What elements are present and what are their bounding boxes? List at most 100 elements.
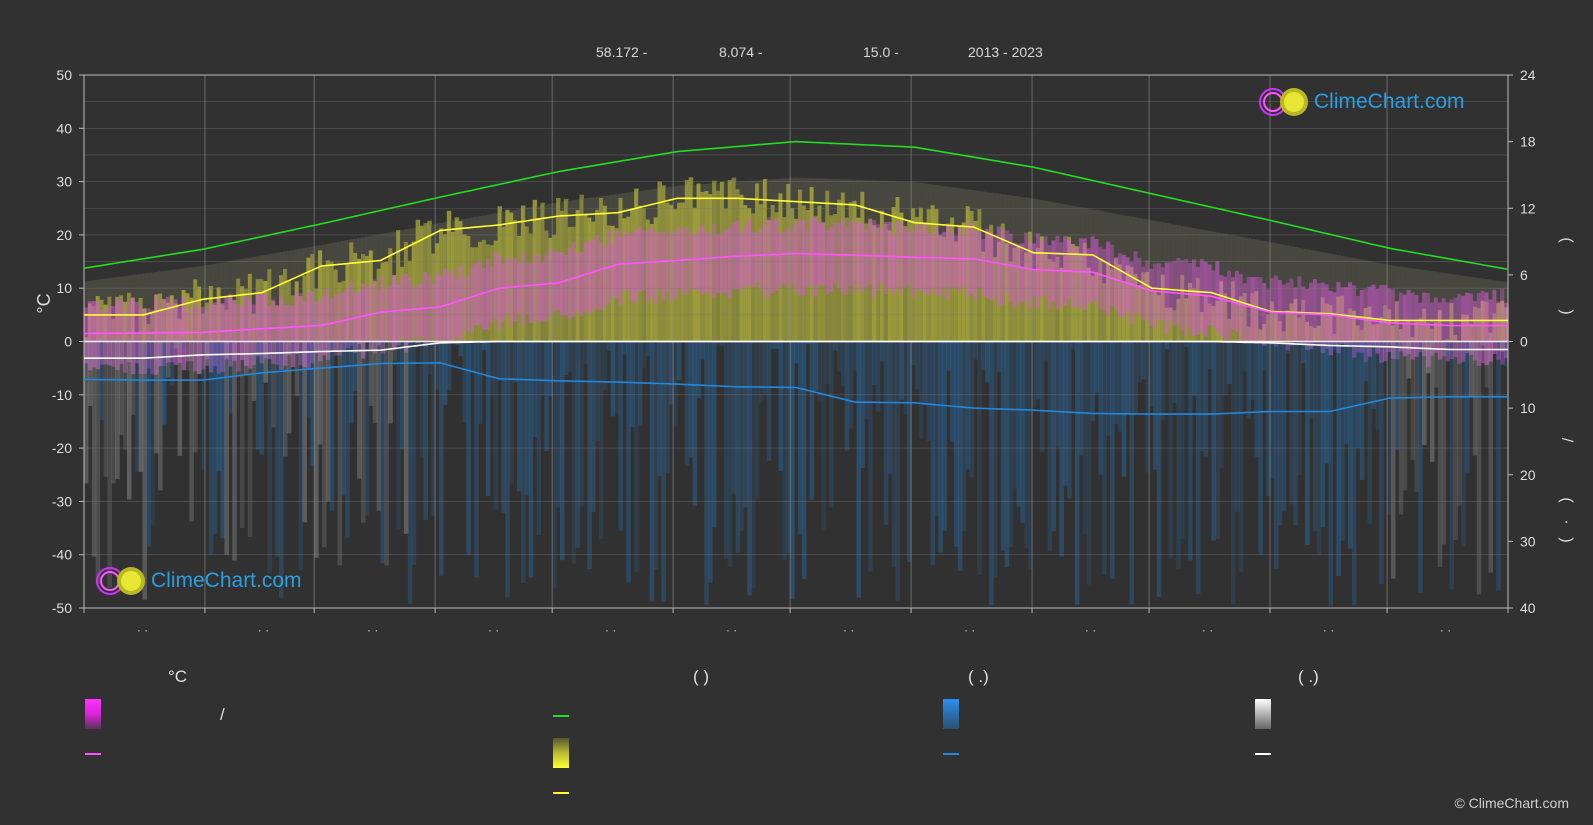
precipitation-bar bbox=[739, 341, 744, 531]
precipitation-bar bbox=[657, 341, 663, 477]
precipitation-bar bbox=[567, 341, 573, 372]
temperature-range-bar bbox=[1254, 276, 1259, 344]
precipitation-bar bbox=[1078, 341, 1084, 456]
temperature-range-bar bbox=[286, 304, 292, 356]
temperature-range-bar bbox=[595, 235, 600, 310]
sunshine-bar bbox=[595, 209, 600, 342]
precipitation-bar bbox=[528, 341, 534, 578]
sunshine-bar bbox=[325, 260, 331, 342]
sunshine-bar bbox=[524, 226, 530, 342]
temperature-range-bar bbox=[575, 253, 581, 311]
precipitation-bar bbox=[505, 341, 510, 598]
temperature-range-bar bbox=[1437, 302, 1443, 360]
temperature-range-bar bbox=[1191, 259, 1197, 336]
daylight-bar bbox=[146, 273, 151, 342]
sunshine-bar bbox=[1453, 334, 1458, 342]
sunshine-bar bbox=[1273, 313, 1279, 342]
sunshine-bar bbox=[536, 217, 542, 342]
sunshine-bar bbox=[954, 241, 959, 342]
precipitation-bar bbox=[872, 341, 877, 386]
daylight-bar bbox=[1422, 270, 1427, 342]
sunshine-bar bbox=[790, 208, 795, 342]
temperature-range-bar bbox=[403, 273, 409, 353]
sunshine-bar bbox=[216, 287, 222, 342]
precipitation-bar bbox=[1086, 341, 1092, 585]
sunshine-bar bbox=[415, 219, 421, 342]
sunshine-bar bbox=[1141, 272, 1146, 342]
precipitation-bar bbox=[946, 341, 951, 371]
daylight-bar bbox=[1433, 271, 1439, 342]
temperature-range-bar bbox=[950, 231, 955, 288]
temperature-range-bar bbox=[727, 227, 733, 299]
precipitation-bar bbox=[1168, 341, 1174, 559]
precipitation-bar bbox=[1273, 341, 1279, 569]
precipitation-bar bbox=[411, 341, 417, 565]
temperature-range-bar bbox=[165, 296, 171, 363]
temperature-range-bar bbox=[942, 231, 947, 288]
temperature-range-bar bbox=[875, 224, 881, 291]
temperature-range-bar bbox=[704, 231, 709, 292]
sunshine-bar bbox=[669, 204, 674, 342]
x-tick-label: · · bbox=[964, 623, 975, 637]
precipitation-bar bbox=[337, 341, 343, 566]
temperature-range-bar bbox=[329, 298, 335, 352]
precipitation-bar bbox=[1472, 341, 1478, 456]
temperature-range-bar bbox=[688, 232, 694, 290]
temperature-range-bar bbox=[1160, 267, 1166, 321]
temperature-range-bar bbox=[1024, 232, 1029, 302]
temperature-range-bar bbox=[208, 303, 214, 373]
precipitation-bar bbox=[1328, 341, 1334, 607]
precipitation-bar bbox=[797, 341, 803, 535]
temperature-range-bar bbox=[400, 276, 405, 339]
precipitation-bar bbox=[1215, 341, 1220, 539]
precipitation-bar bbox=[556, 341, 561, 508]
legend-snow-swatch bbox=[1255, 699, 1271, 729]
precipitation-bar bbox=[1461, 341, 1466, 547]
temperature-range-bar bbox=[965, 223, 971, 299]
precipitation-bar bbox=[314, 341, 319, 558]
precipitation-bar bbox=[1156, 341, 1162, 597]
temperature-range-bar bbox=[372, 279, 378, 354]
precipitation-bar bbox=[107, 341, 112, 588]
temperature-range-bar bbox=[556, 251, 561, 311]
precipitation-bar bbox=[1433, 341, 1439, 388]
precipitation-bar bbox=[852, 341, 858, 371]
precipitation-bar bbox=[1106, 341, 1111, 436]
precipitation-bar bbox=[1000, 341, 1006, 551]
sunshine-bar bbox=[716, 190, 721, 342]
sunshine-bar bbox=[1098, 258, 1103, 342]
temperature-range-bar bbox=[848, 220, 854, 287]
sunshine-bar bbox=[1496, 303, 1501, 342]
precipitation-bar bbox=[1071, 341, 1076, 350]
sunshine-bar bbox=[1055, 256, 1060, 342]
daylight-bar bbox=[1266, 241, 1271, 342]
precipitation-bar bbox=[1016, 341, 1021, 507]
temperature-range-bar bbox=[193, 300, 198, 372]
sunshine-bar bbox=[1383, 304, 1388, 342]
precipitation-bar bbox=[255, 341, 261, 450]
precipitation-bar bbox=[1344, 341, 1349, 444]
temperature-range-bar bbox=[1324, 284, 1330, 349]
temperature-range-bar bbox=[1117, 253, 1123, 317]
daylight-bar bbox=[1242, 237, 1248, 342]
sunshine-bar bbox=[1024, 252, 1029, 342]
temperature-range-bar bbox=[454, 279, 460, 338]
temperature-range-bar bbox=[794, 223, 799, 291]
sunshine-bar bbox=[1316, 325, 1322, 342]
precipitation-bar bbox=[1231, 341, 1236, 605]
precipitation-bar bbox=[708, 341, 713, 583]
temperature-range-bar bbox=[201, 306, 206, 370]
y-tick-right-top: 12 bbox=[1520, 200, 1536, 216]
sunshine-bar bbox=[462, 234, 467, 342]
longitude-label: 8.074 - bbox=[719, 44, 763, 60]
precipitation-bar bbox=[848, 341, 854, 429]
sunshine-bar bbox=[1188, 282, 1193, 342]
precipitation-bar bbox=[189, 341, 194, 522]
precipitation-bar bbox=[368, 341, 374, 406]
temperature-range-bar bbox=[1203, 261, 1209, 337]
daylight-bar bbox=[212, 263, 218, 342]
sunshine-bar bbox=[1176, 298, 1181, 342]
temperature-range-bar bbox=[864, 229, 869, 288]
precipitation-bar bbox=[478, 341, 483, 424]
temperature-range-bar bbox=[1074, 248, 1080, 308]
